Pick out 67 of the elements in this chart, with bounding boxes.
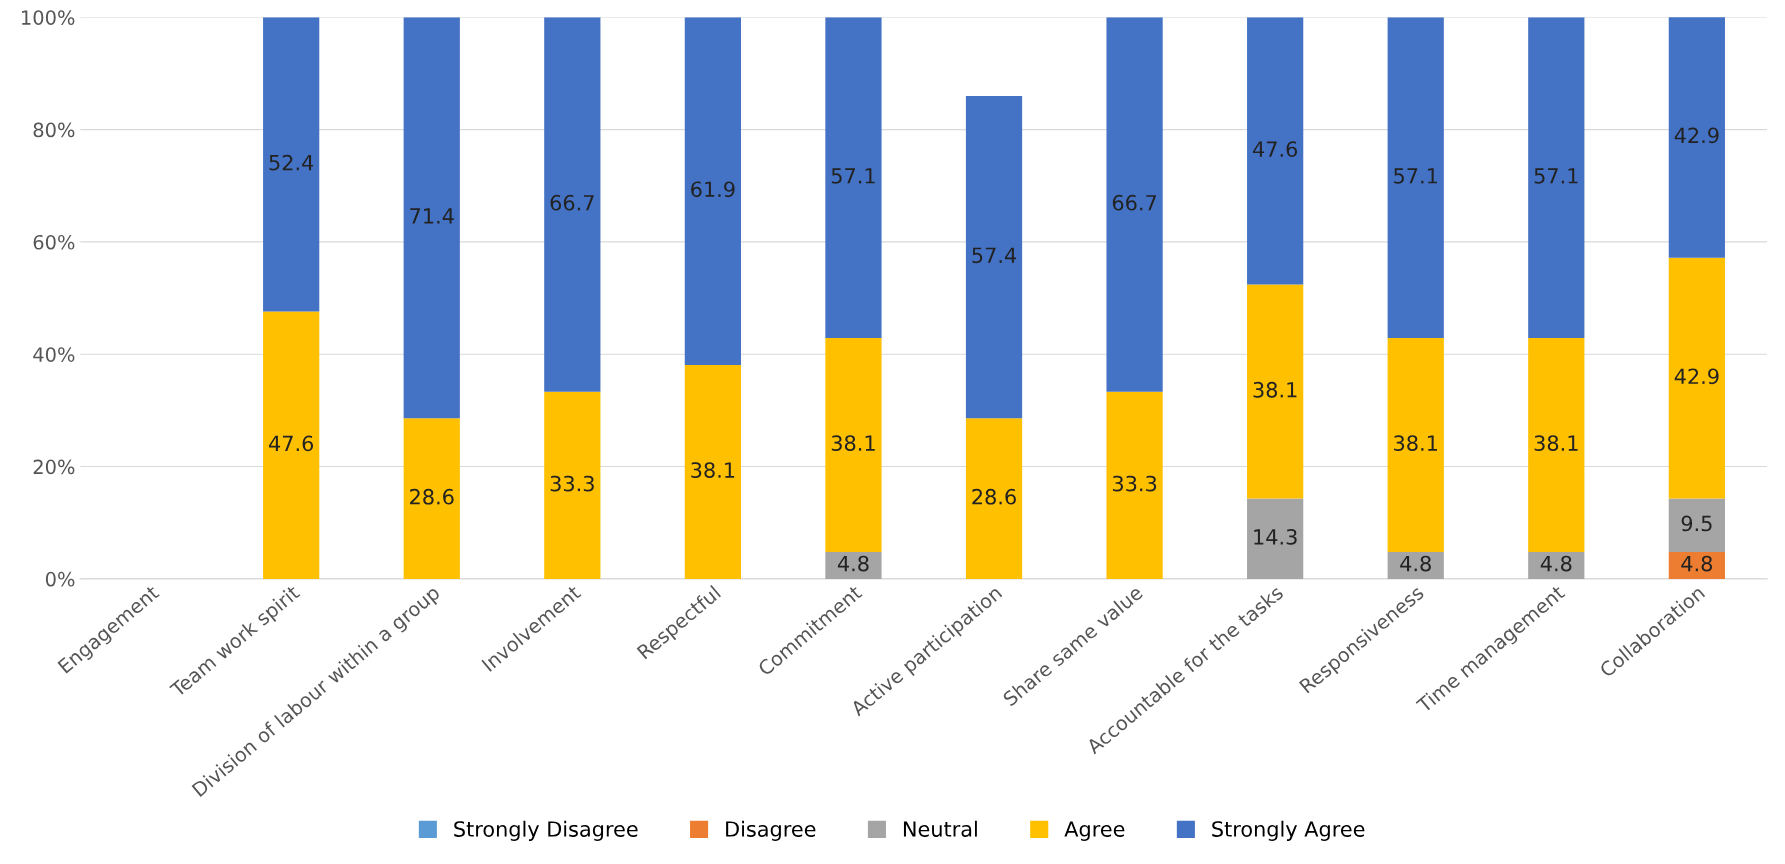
- bar: [1247, 284, 1304, 499]
- bar: [1668, 17, 1725, 258]
- data-label: 71.4: [410, 208, 454, 224]
- data-label: 38.1: [691, 462, 735, 478]
- bar: [1528, 551, 1585, 579]
- bar: [1106, 17, 1163, 392]
- bar: [1387, 337, 1444, 552]
- data-label: 57.1: [831, 168, 875, 184]
- data-label: 61.9: [691, 181, 735, 198]
- data-label: 66.7: [550, 194, 594, 211]
- data-label: 38.1: [831, 435, 875, 451]
- y-tick-label: 80%: [33, 122, 75, 138]
- bar: [825, 551, 882, 579]
- bar: [684, 17, 741, 365]
- data-label: 38.1: [1253, 381, 1297, 398]
- data-label: 9.5: [1681, 515, 1712, 532]
- data-label: 42.9: [1674, 127, 1719, 144]
- data-label: 57.1: [1534, 168, 1578, 184]
- data-label: 4.8: [1400, 555, 1431, 572]
- y-tick-label: 20%: [33, 459, 75, 475]
- data-label: 28.6: [410, 488, 454, 505]
- y-tick-label: 60%: [33, 234, 75, 250]
- y-tick-label: 100%: [22, 10, 75, 25]
- bar: [544, 391, 601, 579]
- bar: [965, 95, 1023, 419]
- data-label: 47.6: [1252, 141, 1298, 157]
- bar: [1668, 257, 1725, 499]
- data-label: 33.3: [1112, 475, 1157, 492]
- bar: [1106, 391, 1163, 579]
- data-label: 52.4: [269, 154, 314, 171]
- data-label: 38.1: [1534, 435, 1578, 451]
- bar: [544, 17, 601, 392]
- bar: [403, 418, 460, 579]
- bar: [263, 311, 320, 579]
- bar: [1387, 17, 1444, 338]
- bar: [1668, 551, 1725, 579]
- legend-label: Strongly Disagree: [454, 820, 638, 841]
- data-label: 57.1: [1394, 168, 1437, 184]
- bar: [1528, 337, 1585, 552]
- y-tick-label: 40%: [33, 347, 75, 362]
- legend-label: Disagree: [726, 820, 816, 841]
- data-label: 33.3: [550, 475, 594, 492]
- data-label: 14.3: [1254, 529, 1297, 545]
- y-tick-label: 0%: [45, 571, 75, 587]
- bar: [684, 364, 741, 579]
- data-label: 28.6: [972, 488, 1016, 505]
- data-label: 66.7: [1112, 194, 1156, 211]
- legend-label: Strongly Agree: [1212, 820, 1365, 841]
- bar: [965, 418, 1023, 579]
- bar: [1668, 498, 1725, 552]
- bar: [825, 337, 882, 552]
- bar: [825, 17, 882, 338]
- bar: [1247, 17, 1304, 285]
- legend-label: Agree: [1064, 821, 1125, 841]
- bar: [1528, 17, 1585, 338]
- bar: [403, 17, 460, 419]
- bar: [263, 17, 320, 312]
- legend-label: Neutral: [903, 820, 977, 837]
- data-label: 47.6: [269, 435, 314, 452]
- data-label: 4.8: [1540, 555, 1572, 572]
- bar: [1387, 551, 1444, 579]
- data-label: 57.4: [972, 247, 1017, 264]
- bar: [1247, 498, 1304, 579]
- data-label: 4.8: [1681, 555, 1713, 572]
- data-label: 4.8: [837, 555, 869, 572]
- data-label: 42.9: [1674, 368, 1719, 385]
- data-label: 38.1: [1394, 435, 1437, 451]
